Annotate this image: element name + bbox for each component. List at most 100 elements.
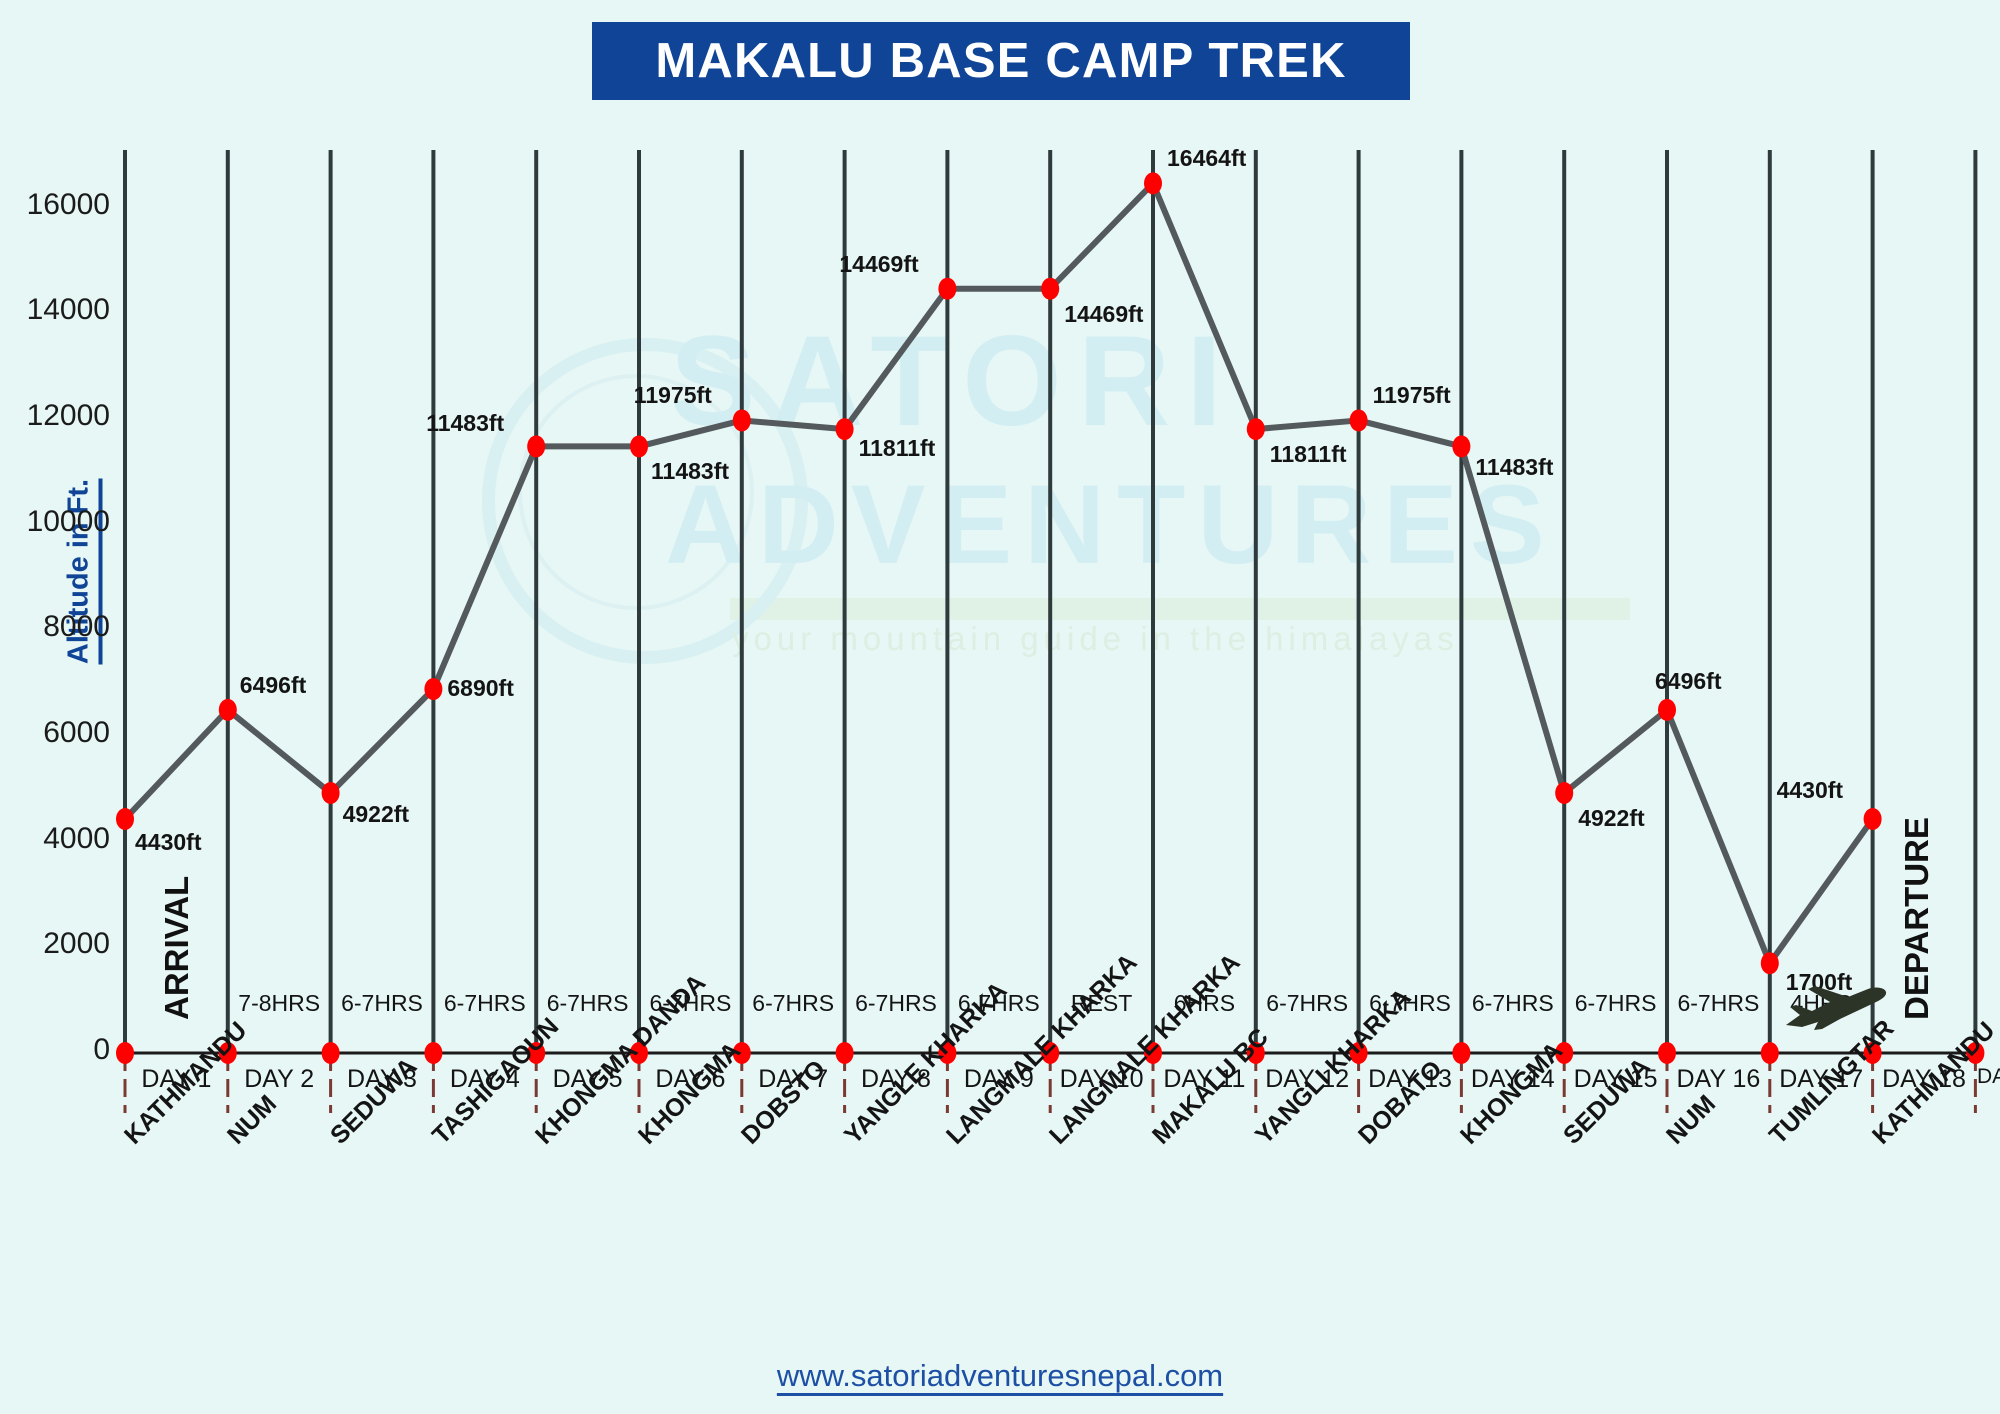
axis-marker [527, 1042, 546, 1064]
duration-label: 6-7HRS [1677, 990, 1760, 1016]
data-value-label: 6496ft [1655, 667, 1722, 694]
day-label: DAY 16 [1676, 1065, 1761, 1093]
arrival-label: ARRIVAL [158, 875, 195, 1020]
data-value-label: 16464ft [1167, 145, 1247, 172]
duration-label: 6-7HRS [341, 990, 423, 1016]
duration-label: 6-7HRS [1369, 990, 1451, 1016]
axis-marker [1349, 1042, 1368, 1064]
axis-marker [1144, 1042, 1162, 1064]
y-axis-tick-label: 10000 [26, 504, 110, 538]
day-label: DAY 2 [244, 1065, 315, 1093]
duration-label: 6-7HRS [957, 990, 1040, 1016]
data-value-label: 11811ft [1269, 441, 1347, 468]
axis-marker [1863, 1042, 1882, 1064]
data-point[interactable] [835, 418, 854, 441]
duration-label: 6HRS [1173, 990, 1236, 1016]
duration-label: 6-7HRS [649, 990, 732, 1016]
axis-marker [1041, 1042, 1060, 1064]
data-value-label: 4922ft [342, 801, 410, 827]
duration-label: 6-7HRS [1574, 990, 1657, 1016]
duration-label: REST [1070, 990, 1133, 1016]
data-point[interactable] [1452, 435, 1471, 458]
duration-label: 6-7HRS [855, 990, 937, 1016]
airplane-icon [1782, 985, 1892, 1033]
y-axis-tick-label: 16000 [26, 187, 110, 221]
data-point[interactable] [1555, 782, 1574, 805]
day-label: DAY 13 [1368, 1065, 1452, 1093]
data-point[interactable] [1349, 409, 1368, 432]
data-point[interactable] [1658, 698, 1676, 721]
day-label: DAY 5 [552, 1065, 623, 1093]
data-value-label: 6496ft [239, 671, 307, 698]
footer-url[interactable]: www.satoriadventuresnepal.com [0, 1358, 2000, 1394]
title-banner: MAKALU BASE CAMP TREK [592, 22, 1410, 100]
y-axis-tick-label: 0 [93, 1033, 110, 1066]
data-point[interactable] [732, 409, 751, 432]
axis-marker [424, 1042, 443, 1064]
data-value-label: 14469ft [839, 250, 919, 277]
y-axis-title: Altitude in Ft. [62, 447, 103, 697]
duration-label: 7-8HRS [238, 990, 321, 1016]
day-label: DAY 6 [655, 1065, 726, 1093]
axis-marker [1658, 1042, 1676, 1064]
y-axis-tick-label: 12000 [26, 399, 110, 433]
day-label: DAY 14 [1470, 1065, 1555, 1093]
axis-marker [732, 1042, 751, 1064]
day-label: DAY 9 [963, 1065, 1034, 1093]
data-value-label: 11483ft [1475, 454, 1554, 481]
day-label: DAY 12 [1265, 1065, 1350, 1093]
data-value-label: 11483ft [651, 458, 730, 485]
data-point[interactable] [1760, 952, 1779, 975]
day-label: DAY 17 [1779, 1065, 1864, 1093]
departure-label: DEPARTURE [1898, 817, 1935, 1020]
duration-label: 6-7HRS [752, 990, 835, 1016]
axis-marker [1452, 1042, 1471, 1064]
data-value-label: 14469ft [1064, 300, 1144, 327]
day-label: DAY 10 [1059, 1065, 1144, 1093]
data-point[interactable] [1246, 418, 1265, 441]
data-value-label: 4430ft [1776, 776, 1844, 803]
data-point[interactable] [938, 277, 957, 300]
data-value-label: 4922ft [1578, 805, 1645, 831]
axis-marker [116, 1042, 134, 1064]
y-axis-tick-label: 6000 [43, 716, 110, 750]
data-point[interactable] [1863, 807, 1882, 830]
axis-marker [630, 1042, 648, 1064]
page-title: MAKALU BASE CAMP TREK [655, 34, 1347, 88]
day-label: DAY 18 [1882, 1065, 1966, 1093]
axis-marker [835, 1042, 854, 1064]
day-label: DAY 15 [1573, 1065, 1658, 1093]
data-value-label: 11975ft [633, 382, 712, 409]
duration-label: 6-7HRS [1266, 990, 1349, 1016]
data-value-label: 6890ft [447, 675, 514, 702]
data-point[interactable] [218, 698, 237, 721]
data-point[interactable] [1041, 277, 1060, 300]
data-point[interactable] [630, 435, 648, 458]
data-point[interactable] [527, 435, 546, 458]
axis-marker [1246, 1042, 1265, 1064]
axis-marker [218, 1042, 237, 1064]
day-label: DAY 1 [141, 1065, 212, 1093]
duration-label: 6-7HRS [546, 990, 629, 1016]
day-label: DAY 4 [449, 1065, 520, 1093]
data-point[interactable] [1144, 172, 1162, 195]
day-label: DAY 3 [347, 1065, 417, 1093]
website-link[interactable]: www.satoriadventuresnepal.com [776, 1358, 1224, 1393]
axis-base-points [116, 1042, 1985, 1064]
y-axis-tick-label: 4000 [43, 821, 110, 855]
data-point[interactable] [116, 807, 134, 830]
duration-label: 6-7HRS [443, 990, 526, 1016]
axis-marker [1555, 1042, 1574, 1064]
day-label: DAY 11 [1163, 1065, 1246, 1093]
y-axis-tick-label: 14000 [26, 293, 110, 327]
data-point[interactable] [321, 782, 340, 805]
data-value-label: 11483ft [426, 410, 505, 437]
axis-marker [321, 1042, 340, 1064]
axis-marker [1760, 1042, 1779, 1064]
y-axis-tick-label: 2000 [43, 927, 110, 961]
axis-marker [1966, 1042, 1985, 1064]
data-point[interactable] [424, 678, 443, 701]
data-value-label: 11975ft [1372, 382, 1451, 409]
